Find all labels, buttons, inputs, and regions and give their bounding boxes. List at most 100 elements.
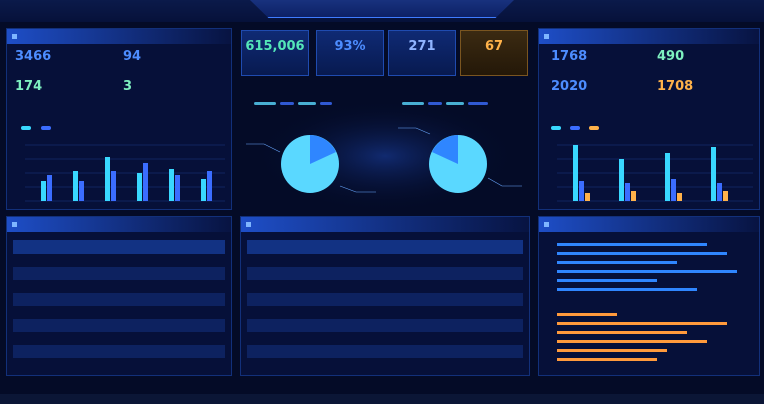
- left-stat-4: 3: [123, 79, 223, 94]
- table-cell: [247, 267, 287, 280]
- table-row: [247, 267, 523, 280]
- chart-bar: [47, 175, 52, 201]
- bottom-bar: [0, 394, 764, 404]
- table-row: [13, 254, 225, 267]
- table-cell: [483, 345, 523, 358]
- table-cell: [405, 358, 444, 371]
- right-bar-chart: [557, 144, 753, 202]
- table-row: [247, 345, 523, 358]
- table-header-cell: [325, 240, 366, 254]
- table-cell: [326, 254, 365, 267]
- left-stats-panel: 3466 94 174 3: [6, 28, 232, 210]
- chart-bar: [41, 181, 46, 201]
- chart-bar: [201, 179, 206, 201]
- chart-bar: [711, 147, 716, 201]
- table-row: [247, 293, 523, 306]
- table-cell: [326, 358, 365, 371]
- table-cell: [444, 319, 484, 332]
- table-header-cell: [48, 240, 84, 254]
- table-cell: [404, 345, 445, 358]
- table-cell: [189, 345, 225, 358]
- center-pie-area: [246, 100, 522, 212]
- table-cell: [83, 345, 119, 358]
- stat-value: 1768: [551, 49, 588, 64]
- table-cell: [247, 280, 286, 293]
- table-cell: [247, 254, 286, 267]
- hbar-orange: [557, 349, 667, 352]
- table-cell: [118, 293, 155, 306]
- table-row: [13, 319, 225, 332]
- table-header-cell: [13, 240, 49, 254]
- hbar-blue: [557, 252, 727, 255]
- left-stat-2: 94: [123, 49, 223, 64]
- table-cell: [84, 254, 119, 267]
- hbar-orange: [557, 340, 707, 343]
- pie-right: [429, 135, 487, 193]
- table-cell: [365, 345, 405, 358]
- right-stat-2: 490: [657, 49, 753, 64]
- table-cell: [189, 319, 225, 332]
- table-header-cell: [247, 240, 287, 254]
- table-row: [247, 306, 523, 319]
- table-cell: [484, 358, 523, 371]
- chart-bar: [143, 163, 148, 201]
- table-cell: [405, 280, 444, 293]
- table-cell: [405, 254, 444, 267]
- table-cell: [83, 267, 119, 280]
- left-stats-title: [7, 29, 231, 44]
- pie-left: [281, 135, 339, 193]
- stat-value: 1708: [657, 79, 694, 94]
- chart-bar: [175, 175, 180, 201]
- stat-value: 2020: [551, 79, 588, 94]
- right-stat-1: 1768: [551, 49, 647, 64]
- table-cell: [484, 254, 523, 267]
- table-cell: [286, 319, 326, 332]
- chart-bar: [73, 171, 78, 201]
- table-cell: [286, 358, 325, 371]
- hbar-orange: [557, 322, 727, 325]
- hbar-orange: [557, 358, 657, 361]
- stat-value: 174: [15, 79, 43, 94]
- right-stats-title: [539, 29, 759, 44]
- table-cell: [84, 280, 119, 293]
- chart-bar: [169, 169, 174, 201]
- table-cell: [404, 293, 445, 306]
- table-cell: [483, 293, 523, 306]
- right-hbar-chart: [557, 243, 737, 361]
- table-cell: [119, 306, 154, 319]
- table-cell: [119, 254, 154, 267]
- table-header-cell: [365, 240, 405, 254]
- chart-bar: [625, 183, 630, 201]
- table-cell: [247, 293, 287, 306]
- table-cell: [247, 345, 287, 358]
- chart-bar: [619, 159, 624, 201]
- table-header-cell: [444, 240, 484, 254]
- hbar-blue: [557, 261, 677, 264]
- table-cell: [154, 267, 190, 280]
- table-cell: [325, 267, 366, 280]
- table-cell: [286, 293, 326, 306]
- kpi-value: 67: [484, 39, 504, 54]
- table-cell: [404, 319, 445, 332]
- table-cell: [48, 267, 84, 280]
- table-cell: [13, 267, 49, 280]
- table-row: [13, 280, 225, 293]
- table-cell: [190, 254, 225, 267]
- table-cell: [444, 332, 483, 345]
- stat-value: 490: [657, 49, 685, 64]
- left-bar-chart: [25, 144, 225, 202]
- right-stat-3: 2020: [551, 79, 647, 94]
- table-row: [247, 254, 523, 267]
- center-table-title: [241, 217, 529, 232]
- table-cell: [444, 254, 483, 267]
- table-row: [247, 319, 523, 332]
- table-header-cell: [404, 240, 445, 254]
- table-cell: [484, 332, 523, 345]
- table-cell: [48, 306, 83, 319]
- table-header-cell: [154, 240, 190, 254]
- table-cell: [190, 306, 225, 319]
- table-cell: [286, 254, 325, 267]
- chart-bar: [723, 191, 728, 201]
- table-cell: [444, 293, 484, 306]
- table-cell: [154, 254, 189, 267]
